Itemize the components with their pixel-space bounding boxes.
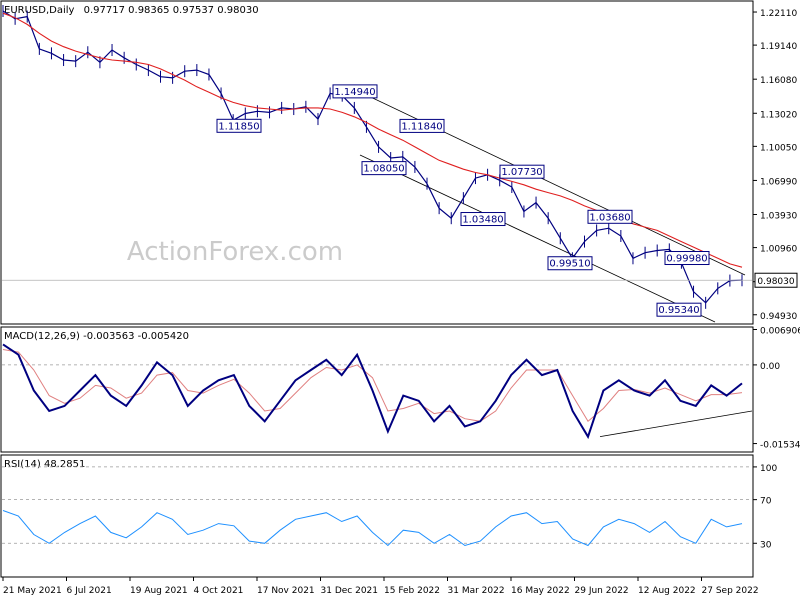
rsi-title: RSI(14) 48.2851 <box>4 459 85 470</box>
price-tick-label: 1.03930 <box>760 212 797 222</box>
macd-tick-label: -0.015348 <box>760 441 800 451</box>
macd-tick-label: 0.00 <box>760 362 780 372</box>
price-series <box>2 5 743 309</box>
x-tick-label: 21 May 2021 <box>3 586 62 596</box>
price-annotation: 1.08050 <box>361 161 407 176</box>
annotation-box <box>664 251 710 266</box>
price-tick-label: 1.06990 <box>760 177 797 187</box>
annotation-label: 1.03480 <box>462 215 503 226</box>
channel-lower-line <box>359 154 716 323</box>
current-price-label: 0.98030 <box>757 277 794 287</box>
x-tick-label: 15 Feb 2022 <box>384 586 440 596</box>
price-annotation: 1.03680 <box>587 209 633 224</box>
rsi-panel <box>0 454 754 578</box>
x-tick-label: 17 Nov 2021 <box>257 586 315 596</box>
annotation-box <box>399 118 445 133</box>
x-axis: 21 May 2021 6 Jul 2021 19 Aug 2021 4 Oct 20… <box>2 577 759 596</box>
macd-trendline <box>599 410 753 438</box>
annotation-box <box>361 161 407 176</box>
annotation-box <box>460 212 506 227</box>
x-tick-label: 12 Aug 2022 <box>638 586 696 596</box>
annotation-box <box>332 84 378 99</box>
x-tick-label: 31 Mar 2022 <box>448 586 505 596</box>
annotation-box <box>656 302 702 317</box>
price-tick-label: 1.13020 <box>760 110 797 120</box>
macd-line <box>2 343 743 440</box>
rsi-tick-label: 100 <box>760 464 777 474</box>
annotation-label: 1.14940 <box>334 87 375 98</box>
rsi-tick-label: 30 <box>760 540 772 550</box>
annotation-label: 0.99510 <box>549 259 590 270</box>
rsi-series <box>2 510 743 547</box>
chart-header: EURUSD,Daily 0.97717 0.98365 0.97537 0.9… <box>4 5 259 16</box>
current-price-marker: 0.98030 <box>2 272 798 288</box>
macd-title: MACD(12,26,9) -0.003563 -0.005420 <box>4 331 189 342</box>
rsi-line <box>2 510 743 547</box>
annotation-label: 1.11840 <box>401 121 442 132</box>
price-axis: 1.22110 1.19140 1.16080 1.13020 1.10050 1.069… <box>753 9 797 322</box>
watermark: ActionForex.com <box>127 237 343 267</box>
macd-series <box>2 343 753 440</box>
annotation-box <box>499 164 545 179</box>
macd-axis: 0.006906 0.00 -0.015348 <box>753 327 800 451</box>
price-annotation: 1.11840 <box>399 118 445 133</box>
annotation-label: 1.11850 <box>218 121 259 132</box>
annotation-label: 0.99980 <box>666 254 707 265</box>
price-annotation: 1.03480 <box>460 212 506 227</box>
annotation-box <box>547 256 593 271</box>
price-annotation: 0.99980 <box>664 251 710 266</box>
x-tick-label: 16 May 2022 <box>511 586 570 596</box>
x-tick-label: 27 Sep 2022 <box>702 586 759 596</box>
price-tick-label: 0.94930 <box>760 312 797 322</box>
price-annotations: 1.14940 1.11850 1.11840 1.08050 1.07730 1.034… <box>216 84 710 317</box>
price-tick-label: 1.19140 <box>760 42 797 52</box>
x-tick-label: 4 Oct 2021 <box>194 586 244 596</box>
annotation-label: 0.95340 <box>658 305 699 316</box>
price-tick-label: 1.22110 <box>760 9 797 19</box>
rsi-axis: 100 70 30 <box>2 464 777 550</box>
price-close-line <box>2 10 743 304</box>
price-tick-label: 1.10050 <box>760 143 797 153</box>
annotation-label: 1.03680 <box>589 212 630 223</box>
price-annotation: 0.99510 <box>547 256 593 271</box>
price-tick-label: 1.16080 <box>760 76 797 86</box>
price-tick-label: 1.00960 <box>760 245 797 255</box>
annotation-box <box>587 209 633 224</box>
annotation-box <box>216 118 262 133</box>
price-annotation: 1.11850 <box>216 118 262 133</box>
price-annotation: 1.07730 <box>499 164 545 179</box>
x-tick-label: 6 Jul 2021 <box>67 586 112 596</box>
macd-tick-label: 0.006906 <box>760 327 800 337</box>
price-annotation: 0.95340 <box>656 302 702 317</box>
rsi-tick-label: 70 <box>760 497 772 507</box>
current-price-box <box>754 272 798 288</box>
annotation-label: 1.07730 <box>501 167 542 178</box>
ohlc-label: 0.97717 0.98365 0.97537 0.98030 <box>84 5 259 16</box>
macd-signal-line <box>2 349 743 423</box>
price-annotation: 1.14940 <box>332 84 378 99</box>
x-tick-label: 19 Aug 2021 <box>130 586 188 596</box>
symbol-label: EURUSD,Daily <box>4 5 75 16</box>
annotation-label: 1.08050 <box>363 164 404 175</box>
x-tick-label: 29 Jun 2022 <box>575 586 629 596</box>
x-tick-label: 31 Dec 2021 <box>321 586 379 596</box>
